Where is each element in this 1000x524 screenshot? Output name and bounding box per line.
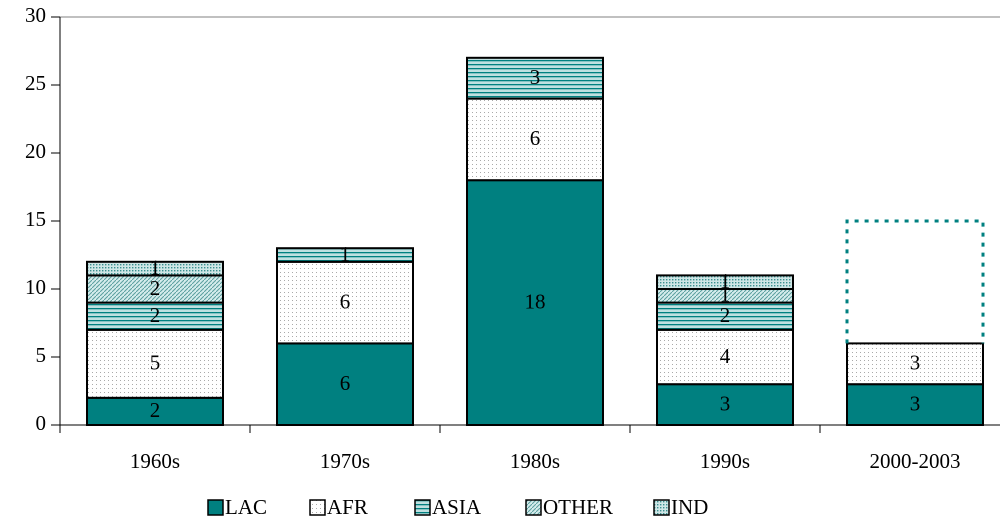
bar-segment [466, 179, 604, 426]
x-tick-label: 1980s [510, 449, 560, 473]
x-tick-label: 2000-2003 [870, 449, 961, 473]
bar-segment [86, 396, 224, 426]
legend-swatch [653, 499, 670, 516]
y-tick-label: 15 [25, 207, 46, 231]
legend-swatch [525, 499, 542, 516]
data-label: 3 [910, 351, 921, 375]
data-label: 2 [150, 398, 161, 422]
bar-segment [846, 342, 984, 386]
bar-segment [86, 301, 224, 331]
data-label: 6 [340, 371, 351, 395]
data-label: 3 [720, 391, 731, 415]
y-tick-label: 10 [25, 275, 46, 299]
legend-label: ASIA [432, 495, 482, 519]
data-label: 2 [150, 303, 161, 327]
bar-segment [466, 56, 604, 100]
data-label: 3 [910, 391, 921, 415]
bar-segment [86, 260, 224, 277]
bar-segment [276, 342, 414, 426]
bar-segment [86, 328, 224, 399]
data-label: 4 [720, 344, 731, 368]
y-tick-label: 30 [25, 3, 46, 27]
bar-segment [656, 274, 794, 290]
data-label: 1 [720, 283, 731, 307]
y-tick-label: 0 [36, 411, 47, 435]
y-tick-label: 5 [36, 343, 47, 367]
data-label: 2 [150, 276, 161, 300]
bar-segment [656, 301, 794, 331]
y-tick-label: 20 [25, 139, 46, 163]
data-label: 2 [720, 303, 731, 327]
data-label: 3 [530, 65, 541, 89]
data-label: 5 [150, 351, 161, 375]
data-label: 18 [525, 289, 546, 313]
bar-segment [276, 247, 414, 263]
x-tick-label: 1960s [130, 449, 180, 473]
data-label: 1 [340, 242, 351, 266]
y-tick-label: 25 [25, 71, 46, 95]
legend-label: OTHER [543, 495, 613, 519]
outline-box [845, 219, 985, 344]
legend-swatch [207, 499, 224, 516]
legend-label: IND [671, 495, 708, 519]
data-label: 6 [340, 289, 351, 313]
bar-segment [656, 328, 794, 386]
data-label: 1 [720, 269, 731, 293]
bar-segment [466, 97, 604, 182]
data-label: 1 [150, 255, 161, 279]
x-tick-label: 1990s [700, 449, 750, 473]
data-label: 6 [530, 126, 541, 150]
bar-segment [276, 260, 414, 345]
legend-swatch [414, 499, 431, 516]
legend-label: AFR [327, 495, 368, 519]
x-tick-label: 1970s [320, 449, 370, 473]
legend-swatch [309, 499, 326, 516]
legend-label: LAC [225, 495, 267, 519]
